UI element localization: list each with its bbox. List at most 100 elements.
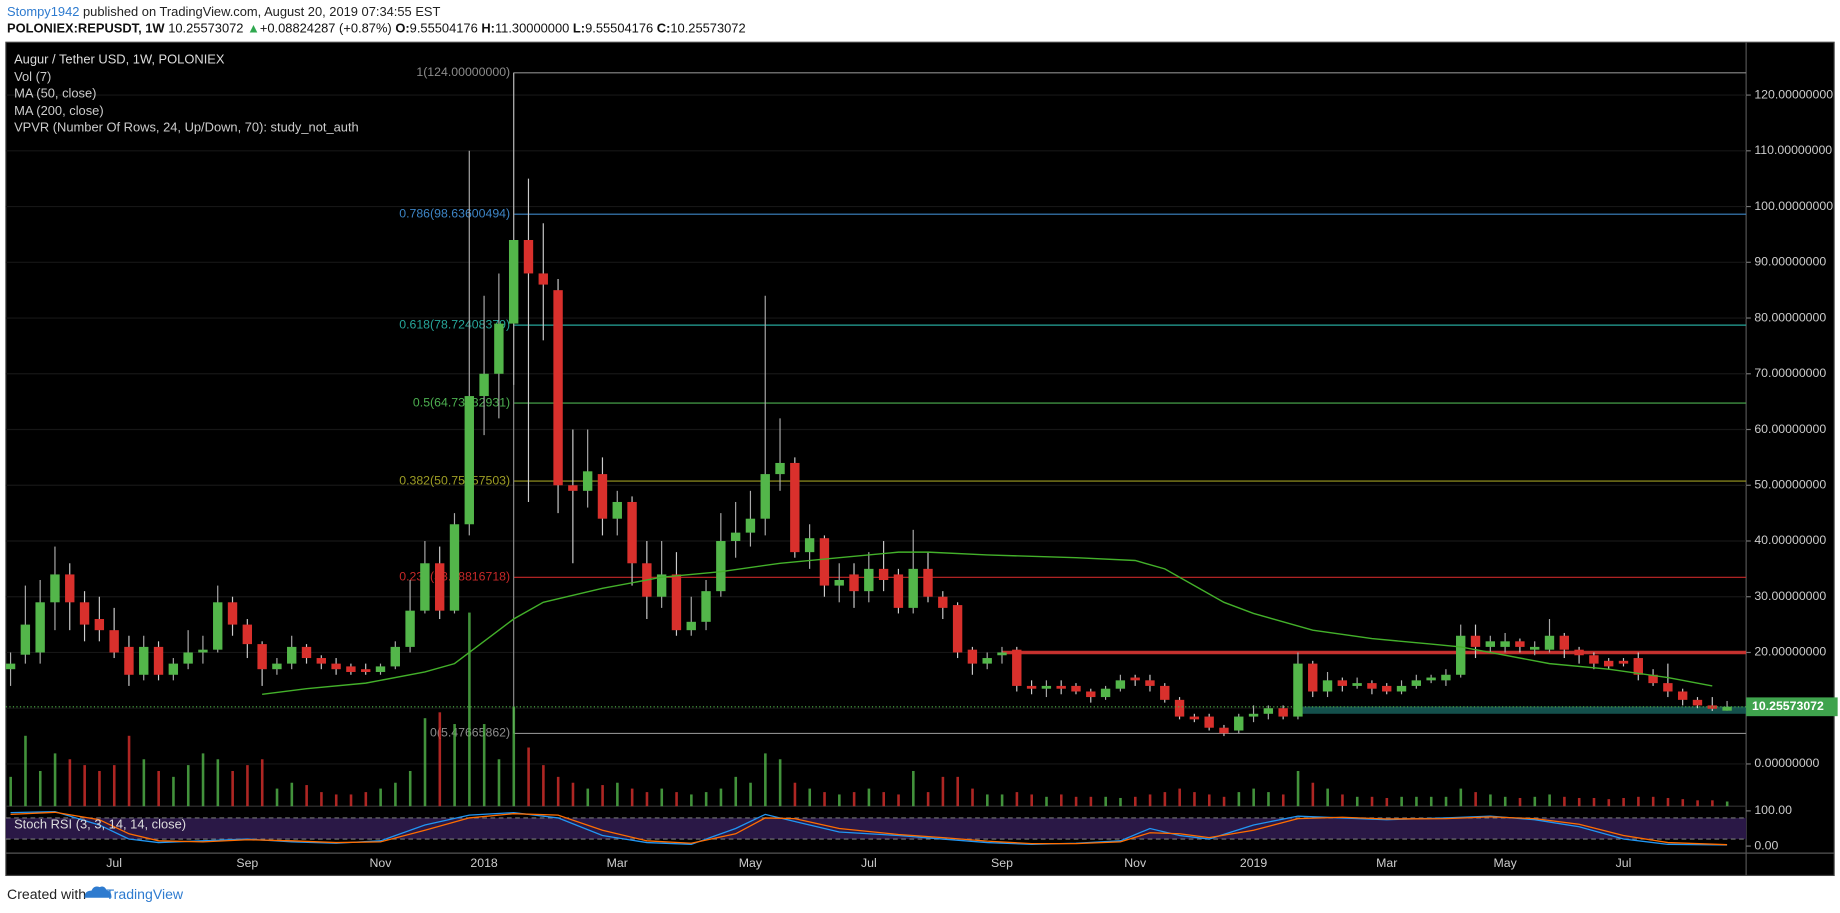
candle-body [1367, 683, 1377, 689]
candle-body [952, 605, 963, 653]
candle-body [213, 602, 223, 650]
x-tick-label: Mar [1376, 856, 1397, 870]
last-price-label: 10.25573072 [1752, 699, 1824, 713]
candle-body [893, 574, 904, 608]
volume-bar [1518, 797, 1522, 807]
candle-body [94, 619, 105, 631]
candle-body [1012, 649, 1022, 686]
volume-bar [38, 770, 42, 807]
candle-body [79, 602, 90, 625]
volume-bar [1637, 796, 1640, 807]
candle-body [1086, 691, 1096, 698]
candle-body [65, 574, 75, 603]
volume-bar [1370, 796, 1374, 807]
candle-body [1278, 708, 1288, 717]
volume-bar [897, 794, 900, 807]
volume-bar [453, 724, 456, 807]
candle-body [760, 474, 770, 519]
candle-body [1145, 680, 1155, 686]
candle-body [982, 658, 992, 664]
candle-body [361, 669, 371, 672]
candle-body [272, 663, 282, 670]
candle-body [1456, 635, 1466, 675]
candle-body [938, 596, 948, 608]
volume-bar [1089, 796, 1093, 807]
candle-body [1071, 685, 1081, 692]
volume-bar [512, 706, 516, 807]
candle-body [1722, 706, 1732, 711]
volume-bar [1281, 794, 1285, 807]
volume-bar [394, 782, 397, 807]
volume-bar [1548, 794, 1551, 807]
candle-body [153, 646, 164, 675]
y-tick-label: 60.00000000 [1754, 422, 1826, 436]
candle-body [923, 568, 933, 597]
volume-bar [290, 782, 294, 807]
legend-volume: Vol (7) [14, 69, 51, 84]
volume-bar [1341, 794, 1344, 807]
volume-bar [53, 753, 57, 807]
candle-body [1174, 699, 1185, 717]
candle-body [257, 644, 267, 670]
candle-body [1633, 658, 1643, 675]
publish-line: Stompy1942 published on TradingView.com,… [7, 4, 440, 19]
author[interactable]: Stompy1942 [7, 4, 79, 19]
candle-body [5, 663, 16, 670]
volume-bar [1725, 801, 1729, 807]
volume-bar [1267, 792, 1270, 807]
volume-bar [1474, 792, 1477, 807]
candle-body [553, 290, 563, 486]
volume-bar [675, 792, 678, 807]
candle-body [849, 574, 859, 592]
stoch-line [10, 811, 1728, 846]
volume-bar [1696, 800, 1699, 807]
volume-bar [1237, 792, 1241, 807]
candle-body [1426, 677, 1436, 681]
volume-bar [542, 765, 545, 807]
candle-body [568, 485, 578, 491]
candle-body [390, 646, 400, 667]
legend-vpvr: VPVR (Number Of Rows, 24, Up/Down, 70): … [14, 119, 359, 134]
candle-body [1041, 685, 1052, 689]
volume-bar [1489, 794, 1492, 807]
volume-bar [704, 792, 708, 807]
y-tick-label: 120.00000000 [1754, 87, 1833, 101]
volume-bar [1015, 792, 1019, 807]
candle-body [198, 649, 208, 653]
volume-bar [349, 794, 353, 807]
x-tick-label: Nov [370, 856, 393, 870]
candle-body [1411, 680, 1422, 686]
volume-bar [275, 788, 279, 807]
candle-body [1263, 708, 1274, 714]
volume-bar [1000, 794, 1004, 807]
volume-bar [1207, 794, 1211, 807]
candle-body [864, 568, 874, 592]
brand[interactable]: TradingView [106, 886, 184, 902]
volume-bar [1622, 797, 1625, 807]
candle-body [1115, 680, 1126, 689]
candle-body [301, 646, 312, 659]
candle-body [479, 373, 489, 397]
tradingview-logo [84, 886, 112, 898]
candle-body [434, 563, 445, 611]
y-tick-label: 50.00000000 [1754, 478, 1826, 492]
volume-bar [778, 759, 782, 807]
stoch-tick-label: 100.00 [1754, 803, 1792, 817]
legend-ma50: MA (50, close) [14, 85, 96, 100]
candle-body [997, 652, 1007, 656]
candle-body [1160, 685, 1170, 700]
candle-body [1530, 646, 1540, 650]
candle-body [819, 538, 830, 586]
candle-body [1589, 655, 1599, 664]
volume-bar [1119, 797, 1122, 807]
volume-bar [1133, 796, 1137, 807]
candle-body [1396, 685, 1407, 692]
volume-bar [1148, 794, 1152, 807]
published: published on TradingView.com, August 20,… [83, 4, 440, 19]
volume-bar [1252, 788, 1255, 807]
candle-body [1382, 685, 1392, 692]
volume-bar [838, 794, 841, 807]
fib-label: 0.5(64.73832931) [413, 395, 510, 409]
volume-bar [586, 788, 590, 807]
